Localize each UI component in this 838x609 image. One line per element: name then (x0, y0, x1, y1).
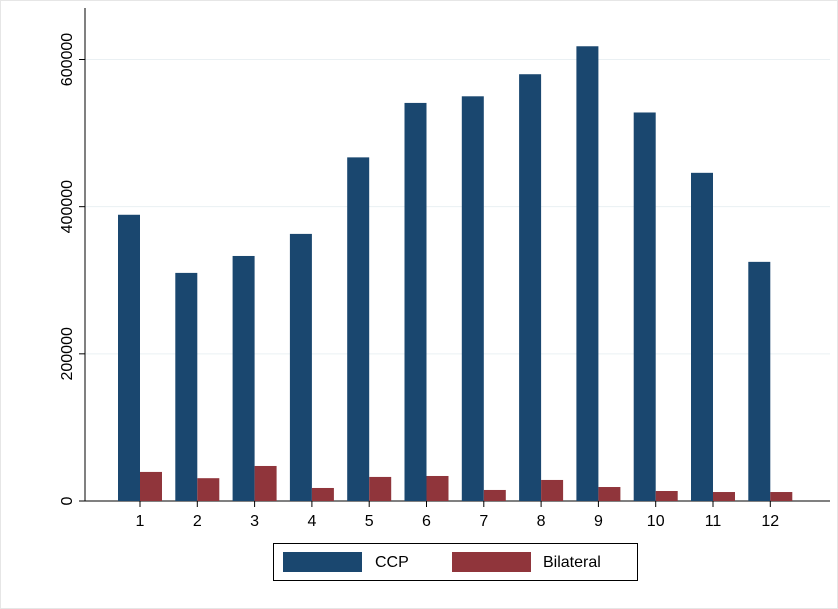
bar (541, 479, 564, 501)
y-tick-label: 0 (59, 496, 76, 505)
y-tick-label: 400000 (59, 180, 76, 233)
bar (691, 172, 713, 501)
x-tick-label: 6 (422, 513, 431, 530)
bar (598, 487, 621, 501)
bar (633, 112, 656, 501)
bar (118, 214, 140, 501)
bar (197, 478, 220, 501)
x-tick-label: 1 (136, 513, 145, 530)
x-tick-label: 3 (250, 513, 259, 530)
bar (347, 157, 370, 501)
x-tick-label: 11 (705, 513, 722, 530)
bar (483, 489, 506, 501)
bar (175, 272, 198, 501)
bar (461, 96, 484, 501)
bar (140, 471, 162, 501)
bar (404, 102, 427, 501)
legend-label: CCP (375, 554, 409, 571)
bar (369, 476, 392, 501)
bar (519, 74, 542, 501)
bar (576, 46, 599, 501)
bar (426, 475, 449, 501)
x-tick-label: 2 (193, 513, 202, 530)
bar (770, 492, 793, 501)
bar (232, 255, 255, 501)
x-tick-label: 9 (594, 513, 603, 530)
y-tick-label: 200000 (59, 327, 76, 380)
bar (311, 487, 334, 501)
x-tick-label: 5 (365, 513, 374, 530)
bar (254, 465, 277, 501)
legend-swatch (283, 552, 362, 572)
bar (655, 490, 678, 501)
x-tick-label: 4 (307, 513, 316, 530)
bar (713, 492, 735, 501)
y-tick-label: 600000 (59, 33, 76, 86)
x-tick-label: 8 (537, 513, 546, 530)
x-tick-label: 12 (761, 513, 779, 530)
legend-label: Bilateral (543, 554, 601, 571)
bar (748, 261, 771, 501)
legend-swatch (452, 552, 531, 572)
x-tick-label: 7 (479, 513, 488, 530)
bar (289, 233, 312, 501)
x-tick-label: 10 (647, 513, 665, 530)
